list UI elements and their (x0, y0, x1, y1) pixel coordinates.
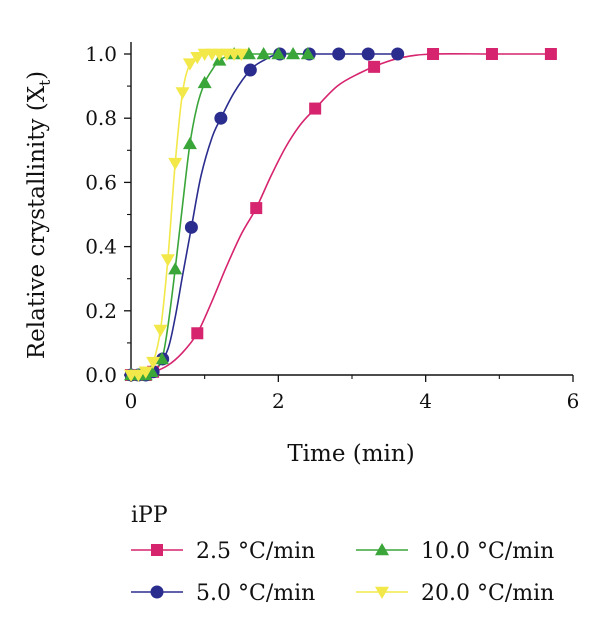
legend-title: iPP (131, 503, 168, 528)
data-point-2-5 (191, 327, 203, 339)
data-point-2-5 (368, 61, 380, 73)
data-point-10-0 (257, 47, 271, 59)
legend: 2.5 °C/min 10.0 °C/min 5.0 °C/min 20.0 °C/m… (131, 539, 554, 606)
data-point-5-0 (185, 221, 198, 234)
data-point-5-0 (332, 48, 345, 61)
legend-marker-2-5 (151, 544, 163, 556)
data-point-5-0 (362, 48, 375, 61)
y-tick-label: 0.0 (85, 363, 117, 387)
legend-marker-5-0 (151, 586, 164, 599)
y-tick-label: 1.0 (85, 42, 117, 66)
y-tick-label: 0.6 (85, 170, 117, 194)
x-tick-label: 4 (419, 389, 432, 413)
data-point-10-0 (168, 262, 182, 274)
y-tick-label: 0.8 (85, 106, 117, 130)
x-tick-label: 0 (125, 389, 138, 413)
data-point-5-0 (391, 48, 404, 61)
data-point-20-0 (153, 325, 167, 337)
data-point-5-0 (244, 64, 257, 77)
data-point-10-0 (198, 76, 212, 88)
legend-label-2-5: 2.5 °C/min (196, 539, 315, 564)
data-point-2-5 (309, 103, 321, 115)
series-lines (131, 54, 551, 376)
y-tick-label: 0.2 (85, 299, 117, 323)
legend-label-10-0: 10.0 °C/min (421, 539, 554, 564)
series-line-20-0 (131, 54, 242, 375)
x-tick-label: 2 (272, 389, 285, 413)
data-point-2-5 (250, 202, 262, 214)
legend-label-20-0: 20.0 °C/min (421, 581, 554, 606)
data-point-2-5 (486, 48, 498, 60)
data-point-20-0 (168, 158, 182, 170)
data-point-10-0 (183, 137, 197, 149)
x-axis-title: Time (min) (287, 441, 414, 467)
data-point-2-5 (427, 48, 439, 60)
legend-marker-10-0 (375, 543, 389, 555)
y-axis-title: Relative crystallinity (Xt) (24, 71, 54, 359)
data-point-20-0 (161, 254, 175, 266)
y-axis-title-close: ) (24, 71, 50, 80)
data-point-2-5 (545, 48, 557, 60)
y-tick-label: 0.4 (85, 235, 117, 259)
legend-marker-20-0 (375, 587, 389, 599)
series-markers (124, 47, 557, 382)
data-point-20-0 (176, 87, 190, 99)
y-axis-title-main: Relative crystallinity (X (24, 85, 50, 359)
data-point-5-0 (214, 112, 227, 125)
x-tick-label: 6 (567, 389, 580, 413)
data-point-20-0 (183, 58, 197, 70)
legend-label-5-0: 5.0 °C/min (196, 581, 315, 606)
